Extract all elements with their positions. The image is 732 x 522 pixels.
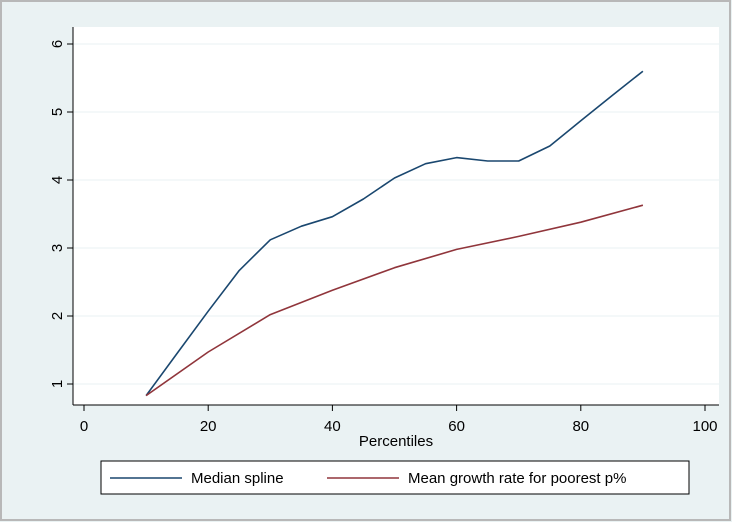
legend: Median spline Mean growth rate for poore… (100, 460, 690, 495)
x-tick-label-80: 80 (572, 418, 589, 435)
y-tick-label-1: 1 (49, 380, 66, 388)
legend-label-mean-growth: Mean growth rate for poorest p% (408, 470, 626, 487)
x-tick-label-100: 100 (692, 418, 717, 435)
y-tick-label-2: 2 (49, 312, 66, 320)
x-tick-label-60: 60 (448, 418, 465, 435)
y-tick-label-6: 6 (49, 40, 66, 48)
x-tick-label-40: 40 (324, 418, 341, 435)
legend-label-median-spline: Median spline (191, 470, 284, 487)
legend-box (100, 460, 690, 495)
y-tick-label-3: 3 (49, 244, 66, 252)
series-group (145, 70, 644, 397)
plot-area (73, 27, 719, 405)
y-tick-label-4: 4 (49, 176, 66, 184)
grid-lines (73, 43, 719, 385)
y-tick-label-5: 5 (49, 108, 66, 116)
x-tick-label-20: 20 (200, 418, 217, 435)
series-line-mean-growth (145, 204, 644, 397)
x-axis-title: Percentiles (359, 433, 433, 450)
x-tick-label-0: 0 (80, 418, 88, 435)
series-line-median-spline (145, 70, 644, 397)
